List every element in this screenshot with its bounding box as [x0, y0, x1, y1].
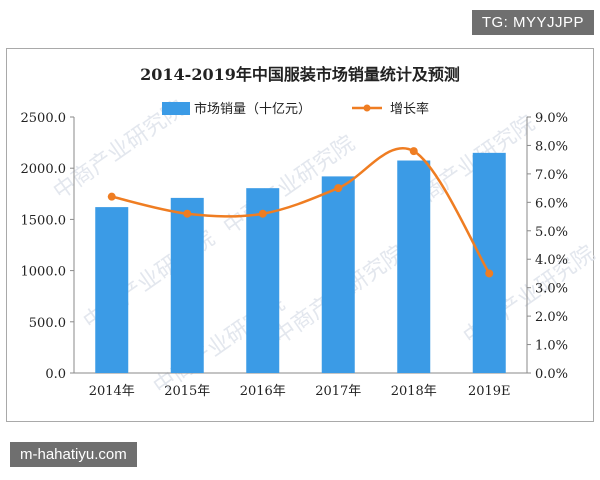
- bar: [246, 188, 280, 373]
- legend-line-label: 增长率: [390, 101, 429, 117]
- y2-tick-label: 7.0%: [535, 168, 568, 183]
- y2-axis-ticks: 0.0% 1.0% 2.0% 3.0% 4.0% 5.0% 6.0% 7.0% 8.0% 9.0%: [527, 111, 568, 382]
- x-tick-label: 2014年: [89, 384, 135, 399]
- bar: [472, 152, 506, 373]
- y-tick-label: 1000.0: [21, 265, 67, 280]
- line-point: [183, 209, 192, 218]
- y2-tick-label: 3.0%: [535, 282, 568, 297]
- y2-tick-label: 5.0%: [535, 225, 568, 240]
- x-tick-label: 2015年: [164, 384, 210, 399]
- legend-bar-swatch: [162, 102, 190, 115]
- bar-series: [95, 152, 506, 373]
- y2-tick-label: 1.0%: [535, 339, 568, 354]
- y2-tick-label: 6.0%: [535, 196, 568, 211]
- site-url-tag: m-hahatiyu.com: [10, 442, 137, 467]
- y2-tick-label: 8.0%: [535, 139, 568, 154]
- legend: 市场销量（十亿元） 增长率: [162, 101, 429, 117]
- legend-line-marker: [363, 104, 371, 112]
- line-point: [485, 269, 494, 278]
- x-tick-label: 2018年: [391, 384, 437, 399]
- x-tick-label: 2019E: [468, 384, 511, 399]
- legend-bar-label: 市场销量（十亿元）: [194, 101, 311, 117]
- y-tick-label: 2500.0: [21, 111, 67, 126]
- bar: [170, 197, 204, 373]
- bar: [321, 176, 355, 373]
- chart-title: 2014-2019年中国服装市场销量统计及预测: [140, 65, 460, 84]
- y2-tick-label: 0.0%: [535, 367, 568, 382]
- y2-tick-label: 2.0%: [535, 310, 568, 325]
- y-tick-label: 0.0: [45, 367, 66, 382]
- line-point: [409, 147, 418, 156]
- y-tick-label: 500.0: [29, 316, 66, 331]
- line-point: [334, 184, 343, 193]
- x-tick-label: 2017年: [315, 384, 361, 399]
- x-tick-label: 2016年: [240, 384, 286, 399]
- y-tick-label: 1500.0: [21, 213, 67, 228]
- bar: [95, 207, 129, 373]
- y-tick-label: 2000.0: [21, 162, 67, 177]
- line-point: [107, 192, 116, 201]
- y2-tick-label: 4.0%: [535, 253, 568, 268]
- bar: [397, 160, 431, 373]
- y2-tick-label: 9.0%: [535, 111, 568, 126]
- line-series: [107, 147, 494, 278]
- x-axis-ticks: 2014年 2015年 2016年 2017年 2018年 2019E: [89, 384, 511, 399]
- watermark-tag: TG: MYYJJPP: [471, 10, 594, 35]
- y-axis-ticks: 0.0 500.0 1000.0 1500.0 2000.0 2500.0: [21, 111, 74, 382]
- line-point: [258, 209, 267, 218]
- axes: [73, 117, 528, 374]
